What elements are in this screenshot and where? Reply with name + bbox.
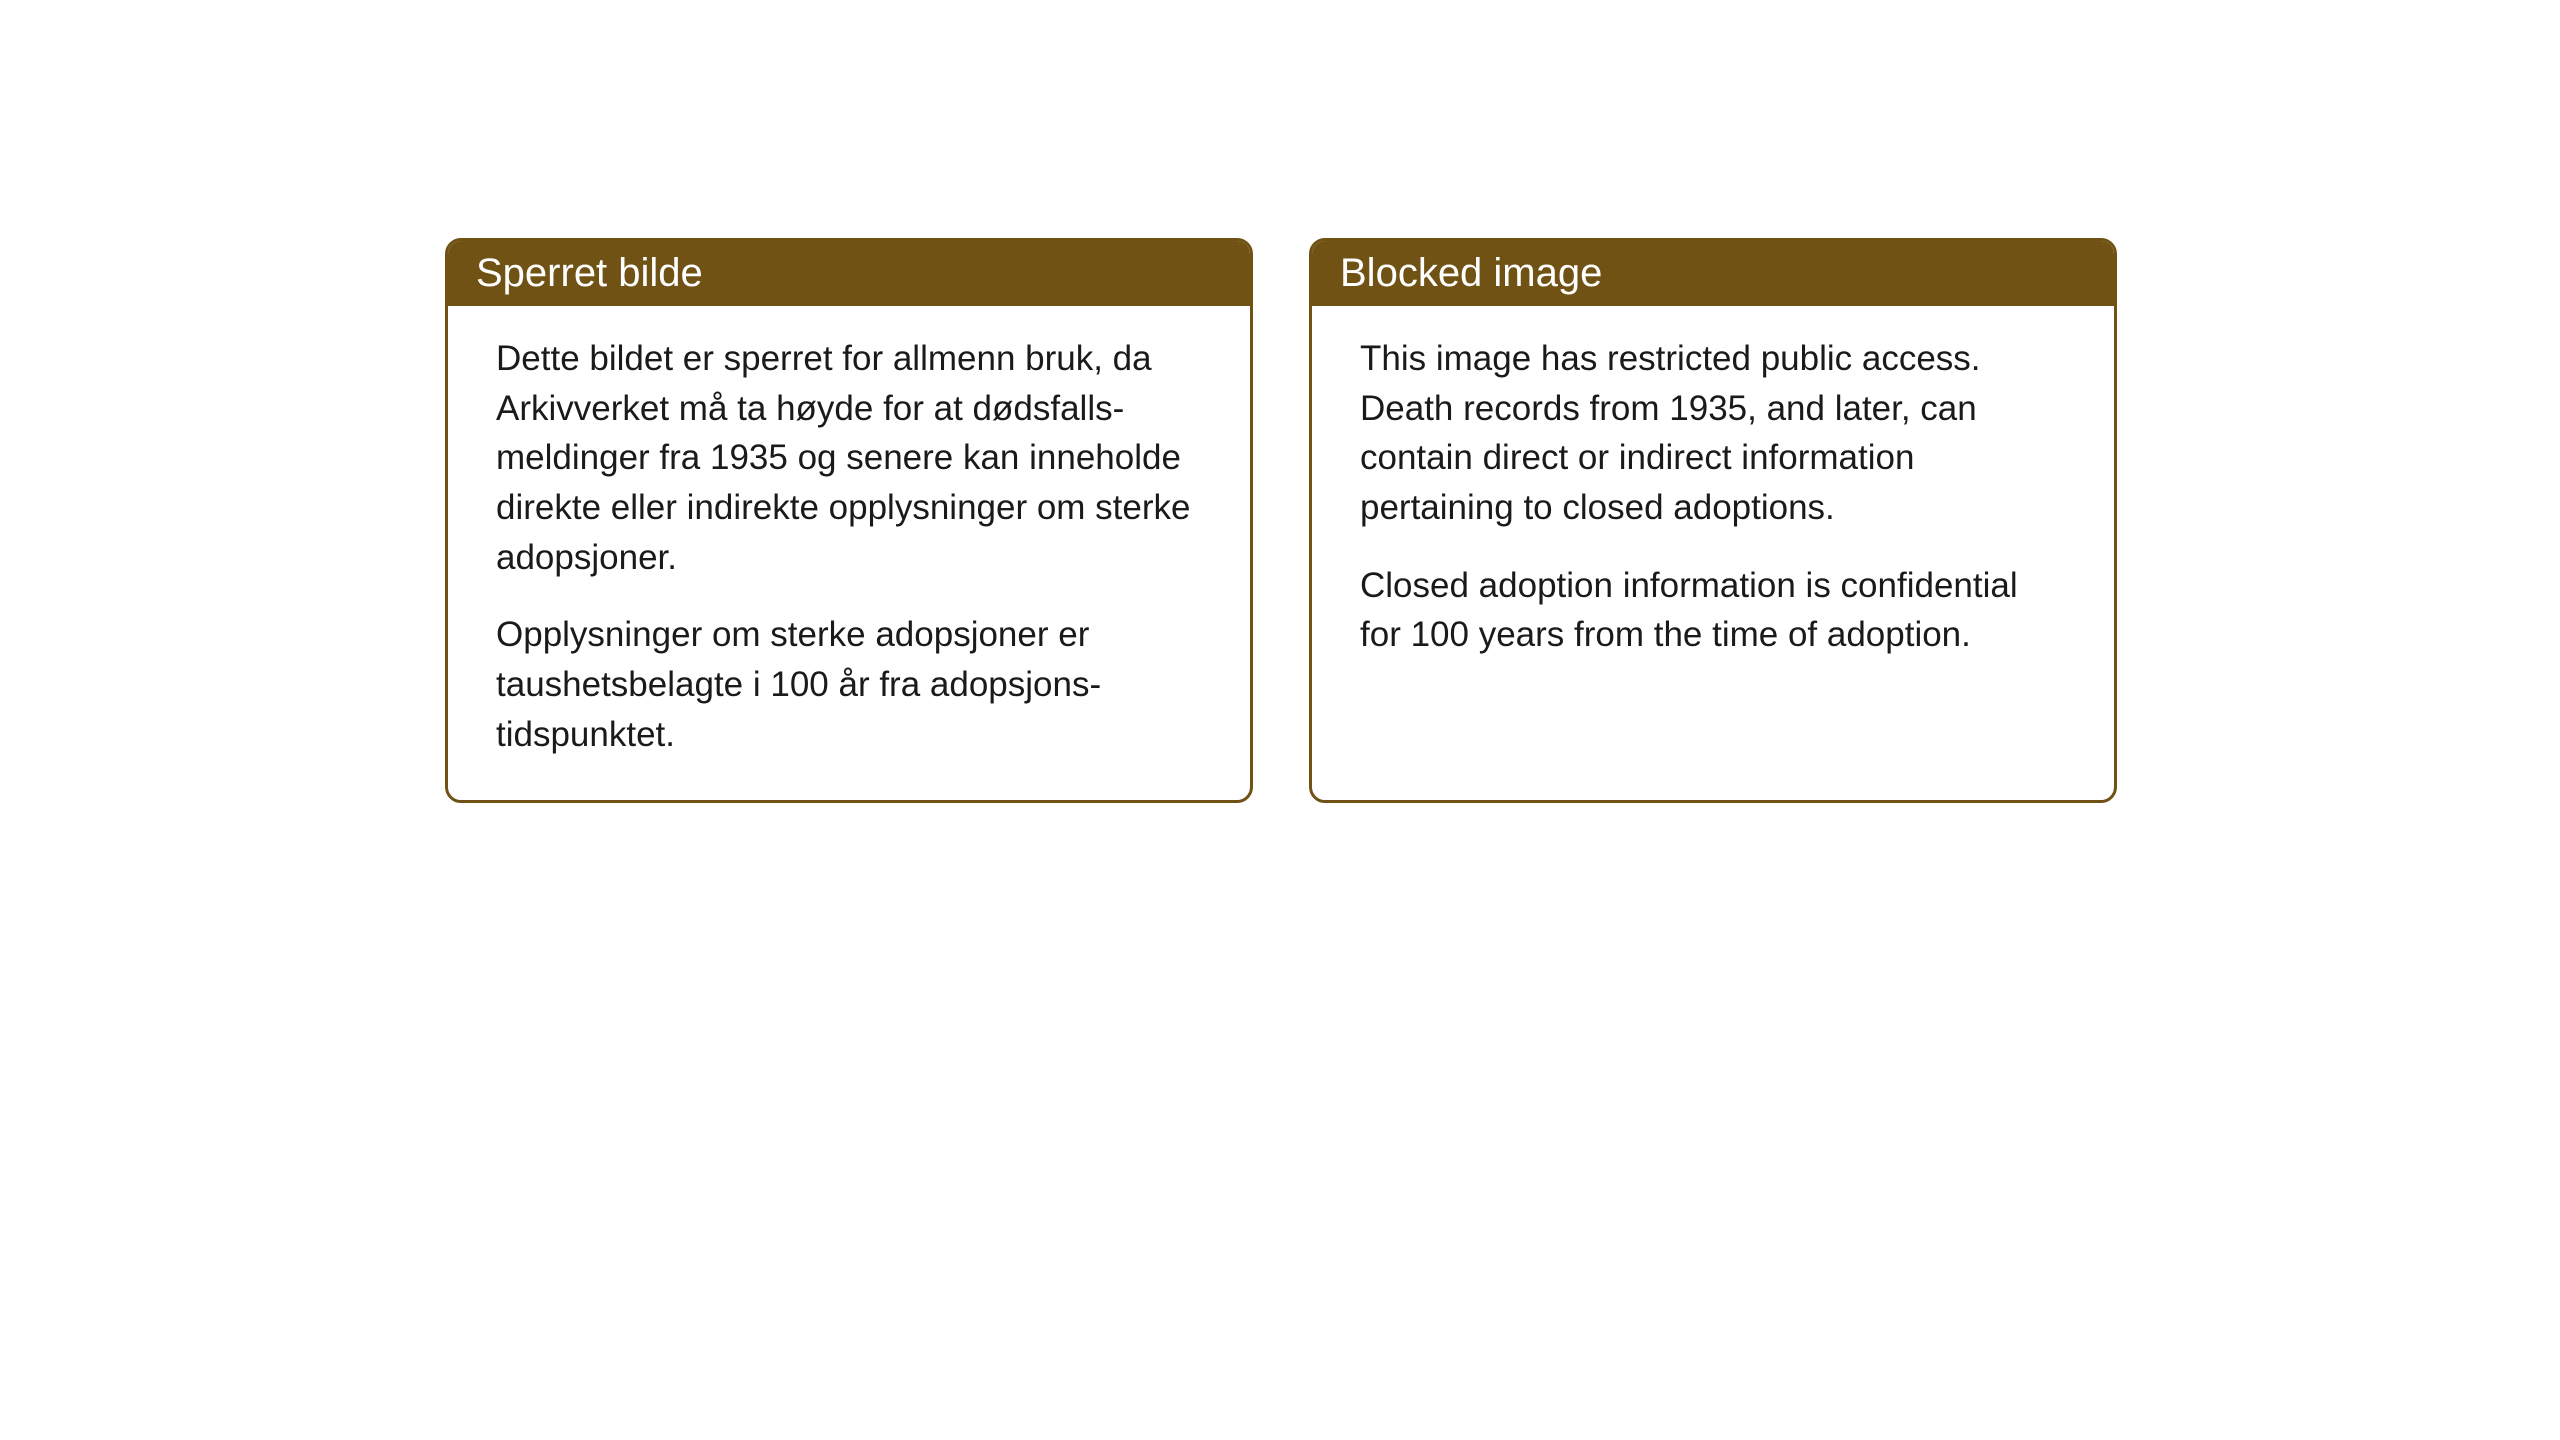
card-english: Blocked image This image has restricted …	[1309, 238, 2117, 803]
card-paragraph-2-english: Closed adoption information is confident…	[1360, 561, 2066, 660]
card-title-norwegian: Sperret bilde	[476, 251, 703, 295]
card-paragraph-1-english: This image has restricted public access.…	[1360, 334, 2066, 533]
card-title-english: Blocked image	[1340, 251, 1602, 295]
card-paragraph-2-norwegian: Opplysninger om sterke adopsjoner er tau…	[496, 610, 1202, 759]
card-norwegian: Sperret bilde Dette bildet er sperret fo…	[445, 238, 1253, 803]
card-body-english: This image has restricted public access.…	[1312, 306, 2114, 800]
cards-container: Sperret bilde Dette bildet er sperret fo…	[445, 238, 2117, 803]
card-body-norwegian: Dette bildet er sperret for allmenn bruk…	[448, 306, 1250, 800]
card-header-english: Blocked image	[1312, 241, 2114, 306]
card-paragraph-1-norwegian: Dette bildet er sperret for allmenn bruk…	[496, 334, 1202, 582]
card-header-norwegian: Sperret bilde	[448, 241, 1250, 306]
